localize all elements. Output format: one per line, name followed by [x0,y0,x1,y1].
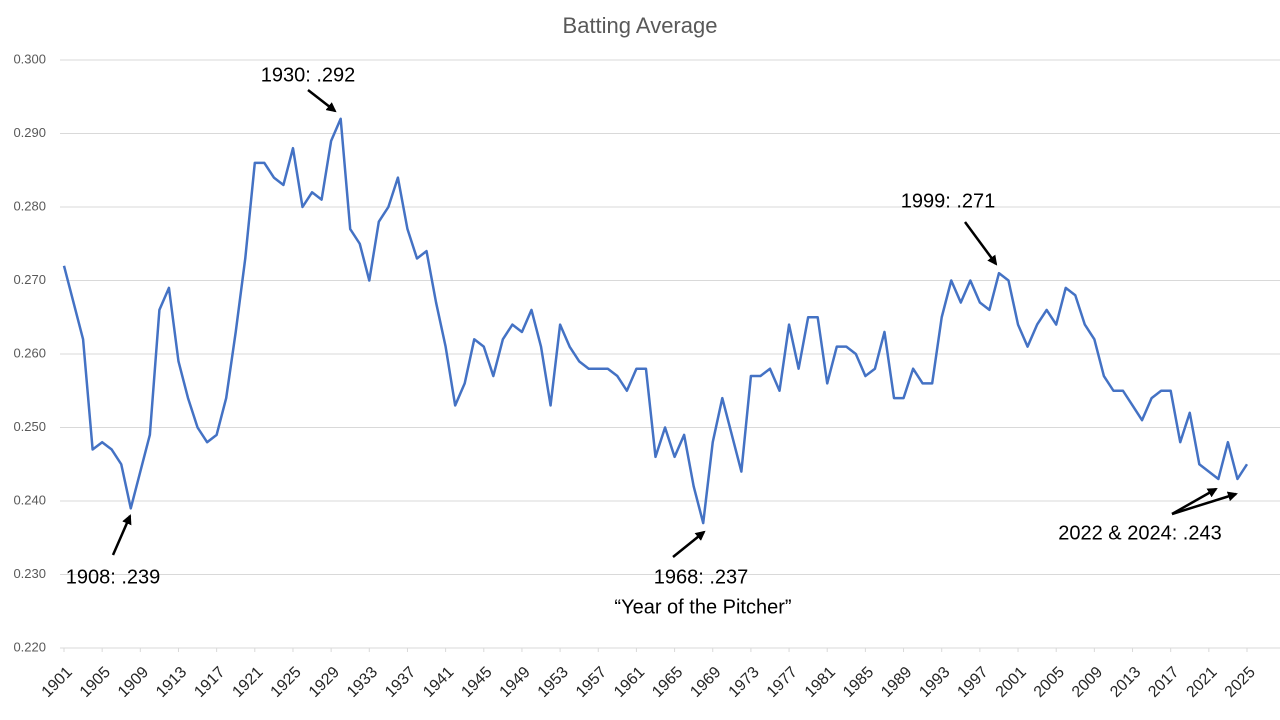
annotation: 1930: .292 [261,64,356,86]
chart-title: Batting Average [563,13,718,38]
annotation: 1968: .237 [654,566,749,588]
arrow [111,514,132,556]
y-tick-label: 0.250 [13,419,46,434]
arrow [1171,491,1238,516]
line-series [62,117,1249,525]
y-tick-label: 0.290 [13,125,46,140]
y-tick-label: 0.280 [13,198,46,213]
arrow [963,221,998,266]
annotation: 2022 & 2024: .243 [1058,522,1221,544]
y-tick-label: 0.270 [13,272,46,287]
arrow [1171,487,1218,516]
annotation: 1908: .239 [66,566,161,588]
y-tick-label: 0.300 [13,51,46,66]
y-tick-label: 0.240 [13,492,46,507]
arrow [672,530,706,558]
y-tick-label: 0.220 [13,639,46,654]
arrow [307,89,337,113]
y-tick-label: 0.230 [13,566,46,581]
y-tick-label: 0.260 [13,345,46,360]
annotation: 1999: .271 [901,190,996,212]
annotation: “Year of the Pitcher” [614,596,791,618]
